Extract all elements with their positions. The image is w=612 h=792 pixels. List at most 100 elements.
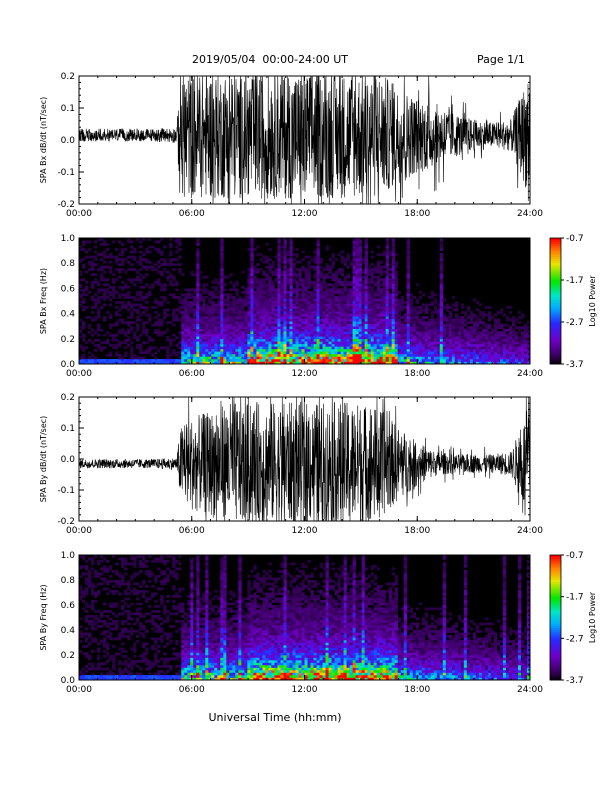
spectrogram-cell: [88, 605, 92, 608]
spectrogram-cell: [421, 318, 426, 322]
spectrogram-cell: [316, 258, 320, 261]
spectrogram-cell: [112, 293, 116, 297]
spectrogram-cell: [286, 316, 290, 319]
spectrogram-cell: [361, 338, 365, 342]
spectrogram-cell: [508, 348, 513, 352]
spectrogram-cell: [259, 353, 263, 357]
spectrogram-cell: [220, 301, 224, 304]
spectrogram-cell: [199, 288, 203, 292]
spectrogram-cell: [280, 356, 284, 360]
spectrogram-cell: [178, 361, 182, 365]
spectrogram-cell: [382, 290, 386, 294]
spectrogram-cell: [184, 348, 188, 352]
spectrogram-cell: [445, 303, 450, 307]
spectrogram-cell: [340, 316, 344, 319]
spectrogram-cell: [358, 238, 362, 241]
spectrogram-cell: [355, 255, 359, 259]
spectrogram-cell: [187, 293, 191, 297]
spectrogram-cell: [97, 308, 101, 312]
spectrogram-cell: [397, 311, 402, 314]
spectrogram-cell: [457, 331, 462, 335]
spectrogram-cell: [259, 308, 263, 312]
spectrogram-cell: [223, 358, 227, 362]
spectrogram-cell: [352, 341, 356, 345]
spectrogram-cell: [343, 353, 347, 357]
spectrogram-cell: [259, 351, 263, 355]
spectrogram-cell: [139, 268, 143, 272]
spectrogram-cell: [460, 361, 465, 365]
spectrogram-cell: [406, 245, 411, 249]
spectrogram-cell: [172, 263, 176, 267]
spectrogram-cell: [307, 273, 311, 277]
spectrogram-cell: [283, 288, 287, 292]
spectrogram-cell: [259, 290, 263, 294]
spectrogram-cell: [220, 280, 224, 284]
spectrogram-cell: [148, 260, 152, 264]
spectrogram-cell: [436, 356, 441, 360]
spectrogram-cell: [388, 250, 392, 254]
spectrogram-cell: [388, 298, 392, 302]
spectrogram-cell: [397, 346, 402, 350]
spectrogram-cell: [289, 258, 293, 261]
spectrogram-cell: [286, 361, 290, 365]
spectrogram-cell: [469, 346, 474, 350]
spectrogram-cell: [319, 285, 323, 289]
spectrogram-cell: [211, 336, 215, 340]
spectrogram-cell: [469, 353, 474, 357]
spectrogram-cell: [280, 283, 284, 287]
spectrogram-cell: [361, 351, 365, 355]
spectrogram-cell: [331, 321, 335, 324]
spectrogram-cell: [313, 308, 317, 312]
spectrogram-cell: [370, 270, 374, 274]
spectrogram-cell: [208, 323, 212, 327]
spectrogram-cell: [112, 255, 116, 259]
colorbar-segment: [550, 296, 561, 300]
spectrogram-cell: [196, 255, 200, 259]
spectrogram-cell: [364, 326, 368, 330]
spectrogram-cell: [253, 295, 257, 299]
spectrogram-cell: [394, 263, 399, 267]
spectrogram-cell: [115, 258, 119, 261]
spectrogram-cell: [376, 351, 380, 355]
spectrogram-cell: [340, 295, 344, 299]
spectrogram-cell: [322, 303, 326, 307]
spectrogram-cell: [244, 318, 248, 322]
spectrogram-cell: [82, 358, 86, 362]
spectrogram-cell: [322, 268, 326, 272]
spectrogram-cell: [331, 311, 335, 314]
spectrogram-cell: [454, 318, 459, 322]
spectrogram-cell: [460, 348, 465, 352]
spectrogram-cell: [334, 361, 338, 365]
spectrogram-cell: [199, 358, 203, 362]
spectrogram-cell: [460, 326, 465, 330]
spectrogram-cell: [271, 311, 275, 314]
spectrogram-cell: [412, 308, 417, 312]
spectrogram-cell: [94, 358, 98, 362]
spectrogram-cell: [511, 328, 516, 332]
spectrogram-cell: [307, 321, 311, 324]
spectrogram-cell: [526, 358, 531, 362]
spectrogram-cell: [178, 238, 182, 241]
spectrogram-cell: [346, 255, 350, 259]
spectrogram-cell: [196, 278, 200, 282]
spectrogram-cell: [406, 308, 411, 312]
spectrogram-cell: [436, 333, 441, 337]
spectrogram-cell: [220, 260, 224, 264]
spectrogram-cell: [277, 290, 281, 294]
spectrogram-cell: [142, 361, 146, 365]
spectrogram-cell: [316, 298, 320, 302]
spectrogram-cell: [271, 323, 275, 327]
spectrogram-cell: [463, 348, 468, 352]
spectrogram-cell: [355, 273, 359, 277]
spectrogram-cell: [331, 361, 335, 365]
spectrogram-cell: [385, 290, 389, 294]
spectrogram-cell: [355, 341, 359, 345]
spectrogram-cell: [289, 313, 293, 317]
spectrogram-cell: [376, 323, 380, 327]
spectrogram-cell: [196, 348, 200, 352]
spectrogram-cell: [244, 361, 248, 365]
spectrogram-cell: [184, 306, 188, 309]
y-tick-label: 0.0: [61, 136, 76, 146]
spectrogram-cell: [442, 341, 447, 345]
spectrogram-cell: [274, 270, 278, 274]
